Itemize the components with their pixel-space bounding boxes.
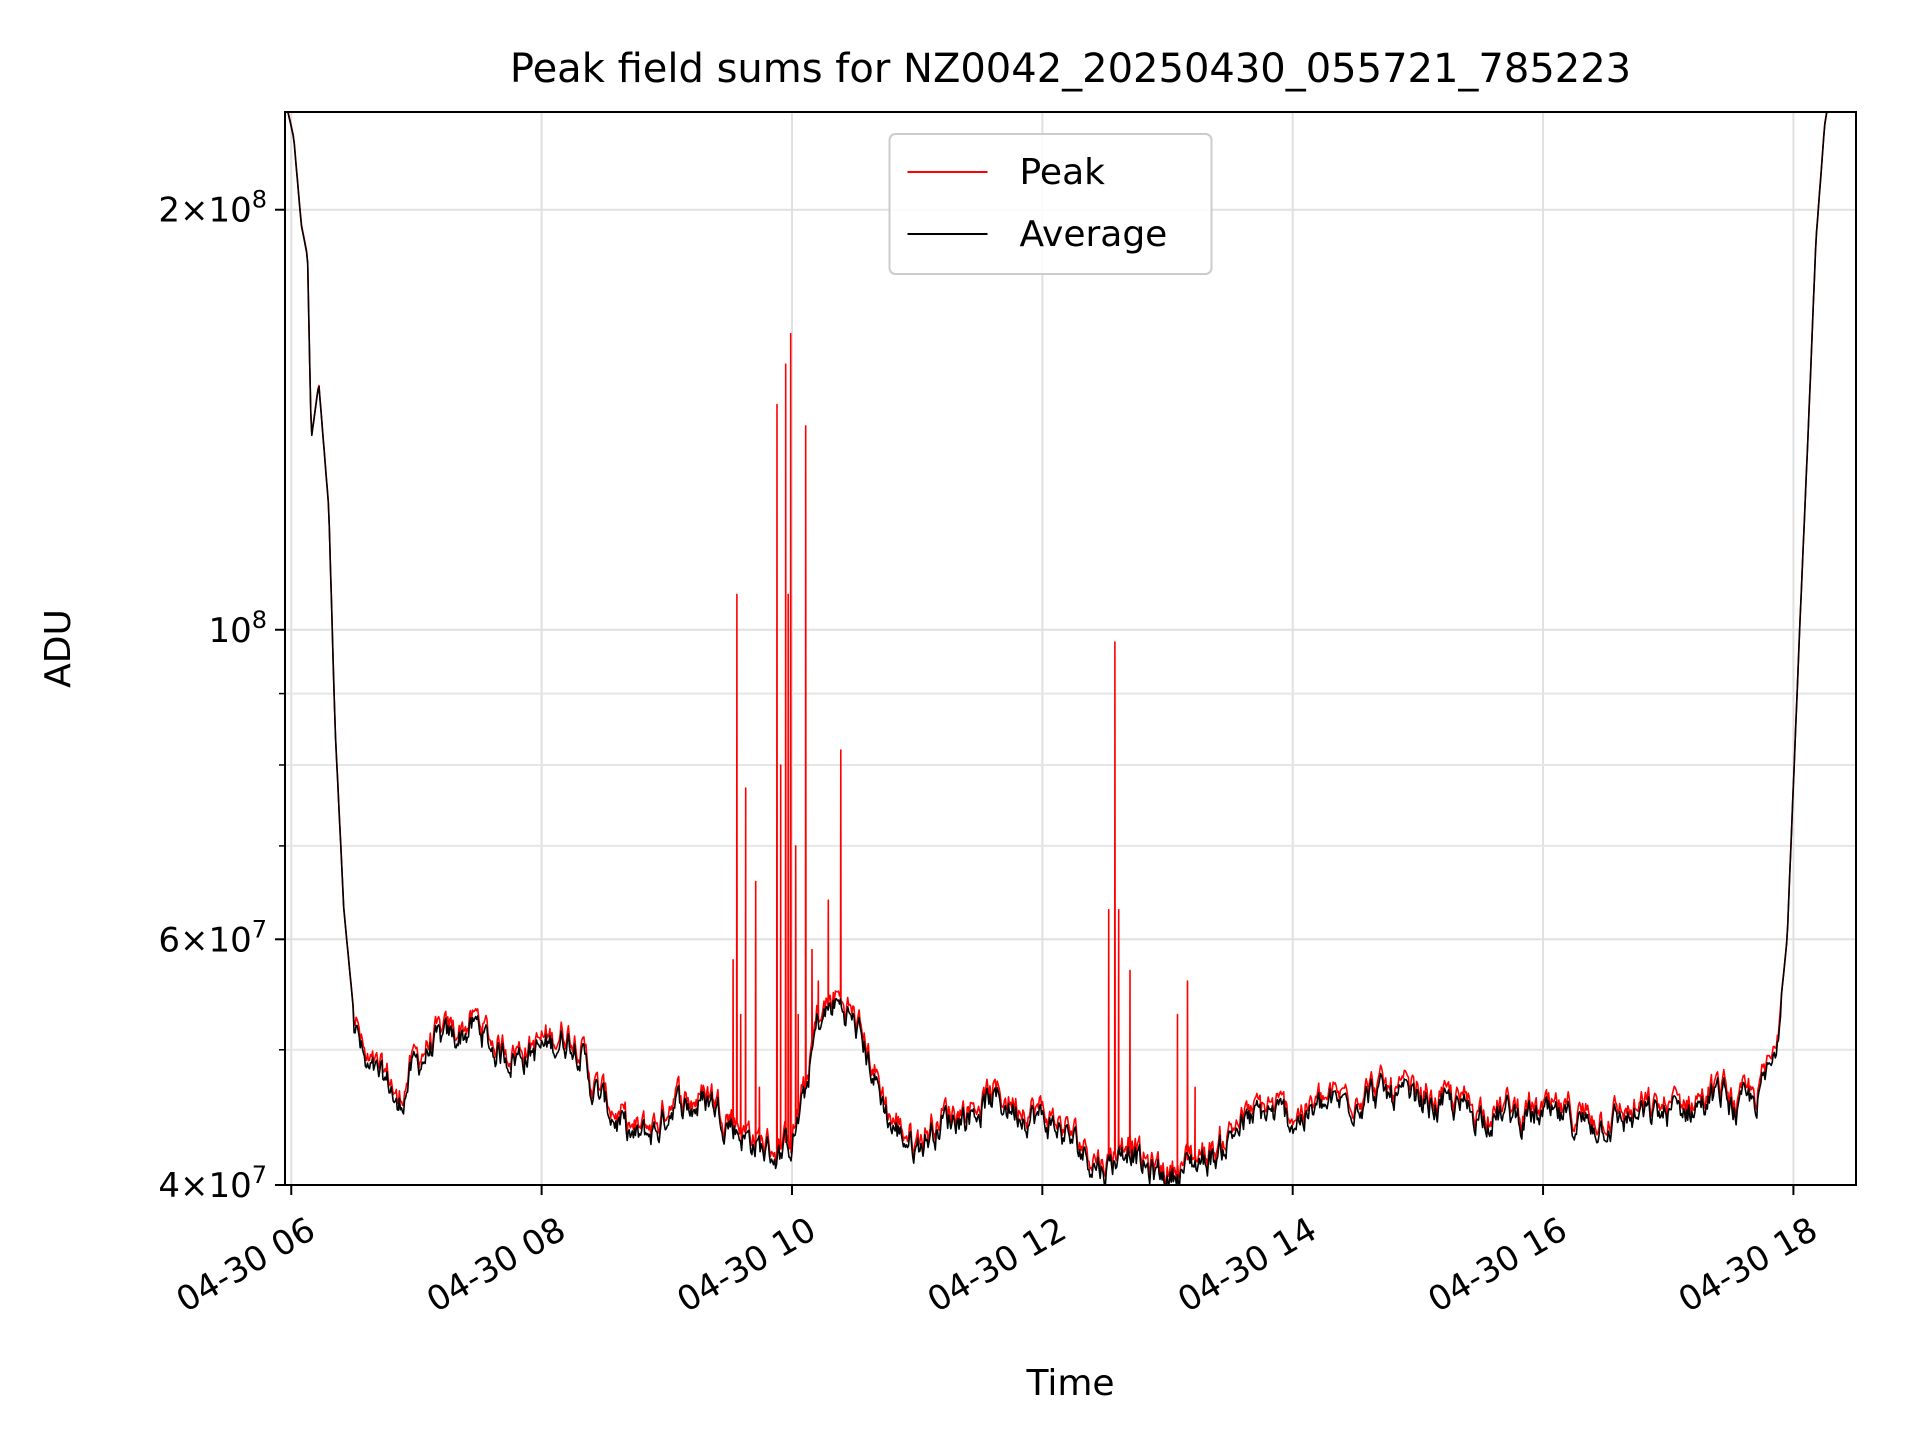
legend-label-peak: Peak: [1020, 152, 1106, 193]
legend-label-average: Average: [1020, 214, 1168, 255]
x-tick-label: 04-30 16: [1422, 1210, 1574, 1321]
x-tick-label: 04-30 06: [170, 1210, 322, 1321]
grid-layer: [285, 112, 1856, 1186]
y-tick-label: 2×108: [158, 186, 267, 231]
series-layer: [285, 112, 1831, 1185]
y-tick-label: 108: [208, 606, 267, 651]
y-axis-label: ADU: [38, 609, 79, 688]
series-average-line: [285, 112, 1831, 1185]
x-tick-label: 04-30 12: [921, 1210, 1073, 1321]
series-peak-line: [285, 112, 1831, 1185]
plot-frame: [284, 111, 1857, 1186]
chart-title: Peak field sums for NZ0042_20250430_0557…: [510, 46, 1631, 92]
x-tick-label: 04-30 18: [1672, 1210, 1824, 1321]
tick-layer: 04-30 06 04-30 08 04-30 10 04-30 12 04-30 14…: [158, 186, 1824, 1321]
legend: Peak Average: [888, 133, 1213, 275]
legend-box: [888, 133, 1213, 275]
y-tick-label: 4×107: [158, 1161, 267, 1206]
x-tick-label: 04-30 14: [1171, 1210, 1323, 1321]
x-tick-label: 04-30 08: [420, 1210, 572, 1321]
y-tick-label: 6×107: [158, 915, 267, 960]
x-tick-label: 04-30 10: [670, 1210, 822, 1321]
x-axis-label: Time: [1025, 1363, 1114, 1404]
